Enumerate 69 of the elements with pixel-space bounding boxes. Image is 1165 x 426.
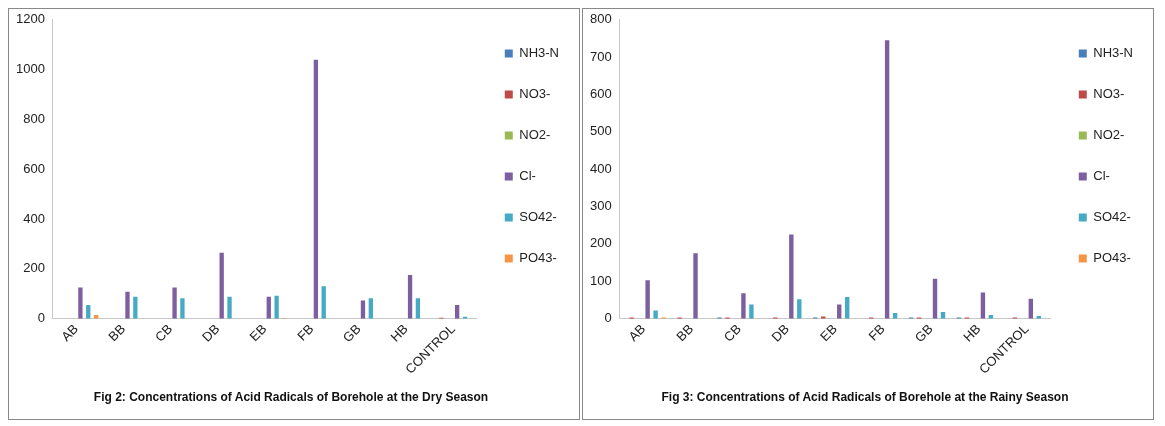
x-tick-label: EB — [246, 321, 270, 345]
legend-label: PO43- — [1093, 250, 1131, 266]
legend-label: NH3-N — [519, 45, 560, 61]
y-tick-label: 400 — [589, 160, 612, 176]
legend-label: NO3- — [519, 86, 551, 102]
x-tick-label: GB — [911, 321, 936, 346]
bar — [368, 298, 373, 319]
bar — [741, 293, 746, 319]
x-tick-label: BB — [105, 321, 129, 345]
legend-label: Cl- — [519, 168, 536, 184]
bar — [645, 280, 650, 319]
y-tick-label: 800 — [589, 11, 612, 27]
y-tick-label: 1000 — [16, 61, 45, 77]
legend-label: NH3-N — [1093, 45, 1134, 61]
x-tick-label: FB — [865, 321, 888, 344]
bar — [749, 304, 754, 319]
legend-label: SO42- — [519, 209, 557, 225]
x-tick-label: DB — [199, 321, 223, 345]
x-tick-label: HB — [387, 321, 411, 345]
bar — [837, 304, 842, 319]
bar — [321, 286, 326, 319]
bar — [125, 291, 130, 319]
legend-label: PO43- — [519, 250, 557, 266]
x-tick-label: CB — [720, 321, 745, 345]
bar — [789, 234, 794, 319]
bar — [172, 287, 177, 319]
x-tick-label: DB — [768, 321, 792, 345]
y-tick-label: 800 — [23, 110, 45, 126]
legend-label: NO2- — [519, 127, 551, 143]
bar — [653, 310, 658, 319]
legend-label: Cl- — [1093, 168, 1110, 184]
y-tick-label: 600 — [23, 160, 45, 176]
x-tick-label: GB — [339, 321, 364, 346]
x-tick-label: HB — [960, 321, 984, 345]
y-tick-label: 1200 — [16, 11, 45, 27]
y-tick-label: 200 — [23, 260, 45, 276]
legend-label: SO42- — [1093, 209, 1131, 225]
y-tick-label: 500 — [589, 123, 612, 139]
bar — [407, 275, 413, 319]
y-tick-label: 600 — [589, 86, 612, 102]
legend-label: NO2- — [1093, 127, 1125, 143]
bar — [360, 300, 366, 319]
text: Fig 3: Concentrations of Acid Radicals of Borehole at the Rainy Season — [661, 390, 1069, 405]
bar — [274, 295, 279, 319]
bar — [884, 40, 890, 319]
bar — [313, 59, 319, 319]
x-tick-label: AB — [625, 321, 649, 345]
bar — [415, 298, 421, 319]
y-tick-label: 700 — [589, 48, 612, 64]
bar — [219, 252, 224, 319]
bar — [227, 296, 232, 319]
bar — [180, 298, 185, 319]
legend-label: NO3- — [1093, 86, 1125, 102]
y-tick-label: 0 — [37, 310, 45, 326]
bar — [78, 287, 83, 319]
x-tick-label: CB — [151, 321, 176, 345]
x-tick-label: EB — [817, 321, 840, 345]
x-tick-label: BB — [673, 321, 697, 345]
bar — [980, 292, 986, 319]
x-tick-label: FB — [294, 321, 317, 344]
y-tick-label: 400 — [23, 210, 45, 226]
y-tick-label: 300 — [589, 198, 612, 214]
x-tick-label: AB — [58, 321, 82, 345]
y-tick-label: 200 — [589, 235, 612, 251]
y-tick-label: 100 — [589, 272, 612, 288]
bar — [693, 253, 698, 319]
bar — [797, 299, 802, 319]
y-tick-label: 0 — [604, 310, 612, 326]
text: Fig 2: Concentrations of Acid Radicals of Borehole at the Dry Season — [93, 390, 489, 405]
